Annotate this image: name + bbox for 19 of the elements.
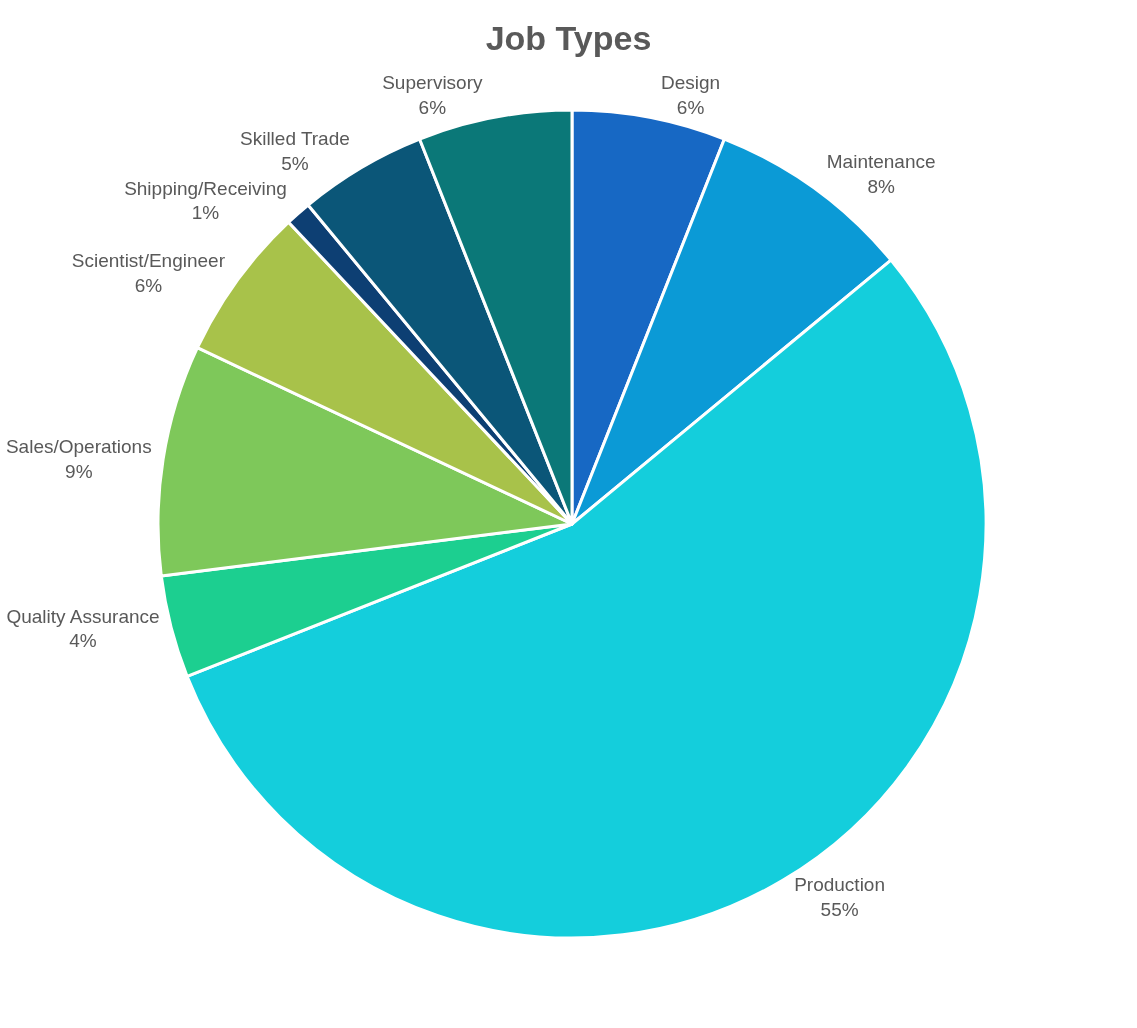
slice-label: Production (794, 874, 886, 896)
data-label: 4% (69, 630, 97, 652)
slice-label: Maintenance (826, 151, 936, 173)
data-label: 6% (418, 97, 447, 119)
slice-label: Scientist/Engineer (71, 249, 226, 271)
chart-title: Job Types (485, 18, 652, 57)
slice-label: Quality Assurance (6, 605, 160, 627)
data-label: 6% (134, 274, 163, 296)
slice-label: Design (661, 72, 721, 94)
data-label: 6% (676, 97, 705, 119)
slice-label: Supervisory (382, 72, 483, 94)
data-label: 9% (65, 460, 93, 482)
slice-label: Shipping/Receiving (124, 177, 287, 199)
data-label: 1% (191, 202, 220, 224)
data-label: 8% (867, 175, 895, 197)
slice-label: Skilled Trade (239, 127, 350, 149)
slice-label: Sales/Operations (5, 435, 152, 457)
data-label: 5% (281, 152, 309, 174)
data-label: 55% (820, 899, 859, 921)
